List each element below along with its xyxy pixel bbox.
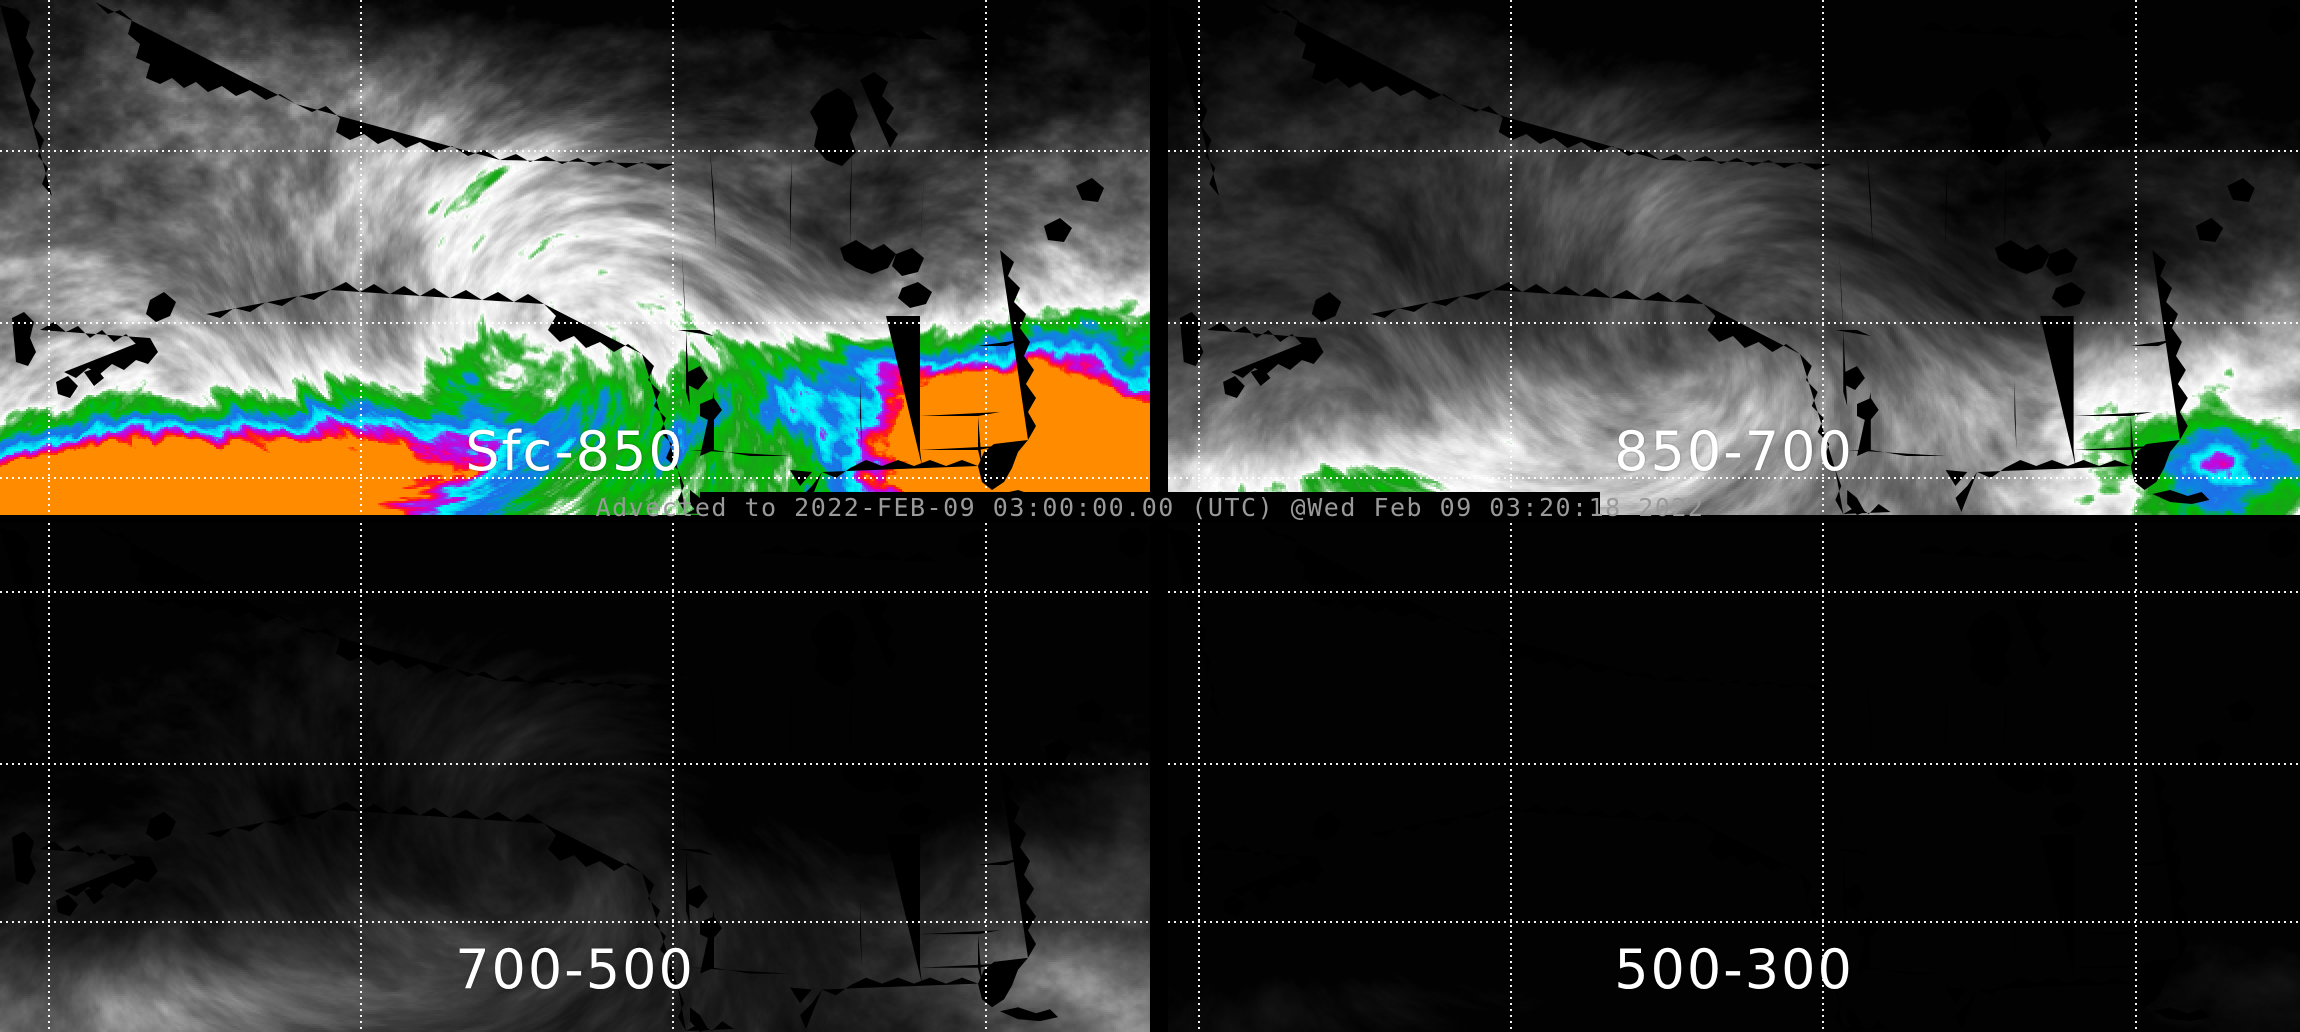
panel-sfc-850[interactable]: Sfc-850 bbox=[0, 0, 1150, 515]
panel-700-500[interactable]: 700-500 bbox=[0, 523, 1150, 1032]
panel-850-700[interactable]: 850-700 bbox=[1168, 0, 2300, 515]
panel-850-700-imagery bbox=[1168, 0, 2300, 515]
timestamp-bar: Advected to 2022-FEB-09 03:00:00.00 (UTC… bbox=[596, 492, 1703, 522]
panel-700-500-imagery bbox=[0, 523, 1150, 1032]
panel-500-300[interactable]: 500-300 bbox=[1168, 523, 2300, 1032]
timestamp-text: Advected to 2022-FEB-09 03:00:00.00 (UTC… bbox=[595, 492, 1705, 522]
panel-500-300-imagery bbox=[1168, 523, 2300, 1032]
panel-sfc-850-imagery bbox=[0, 0, 1150, 515]
